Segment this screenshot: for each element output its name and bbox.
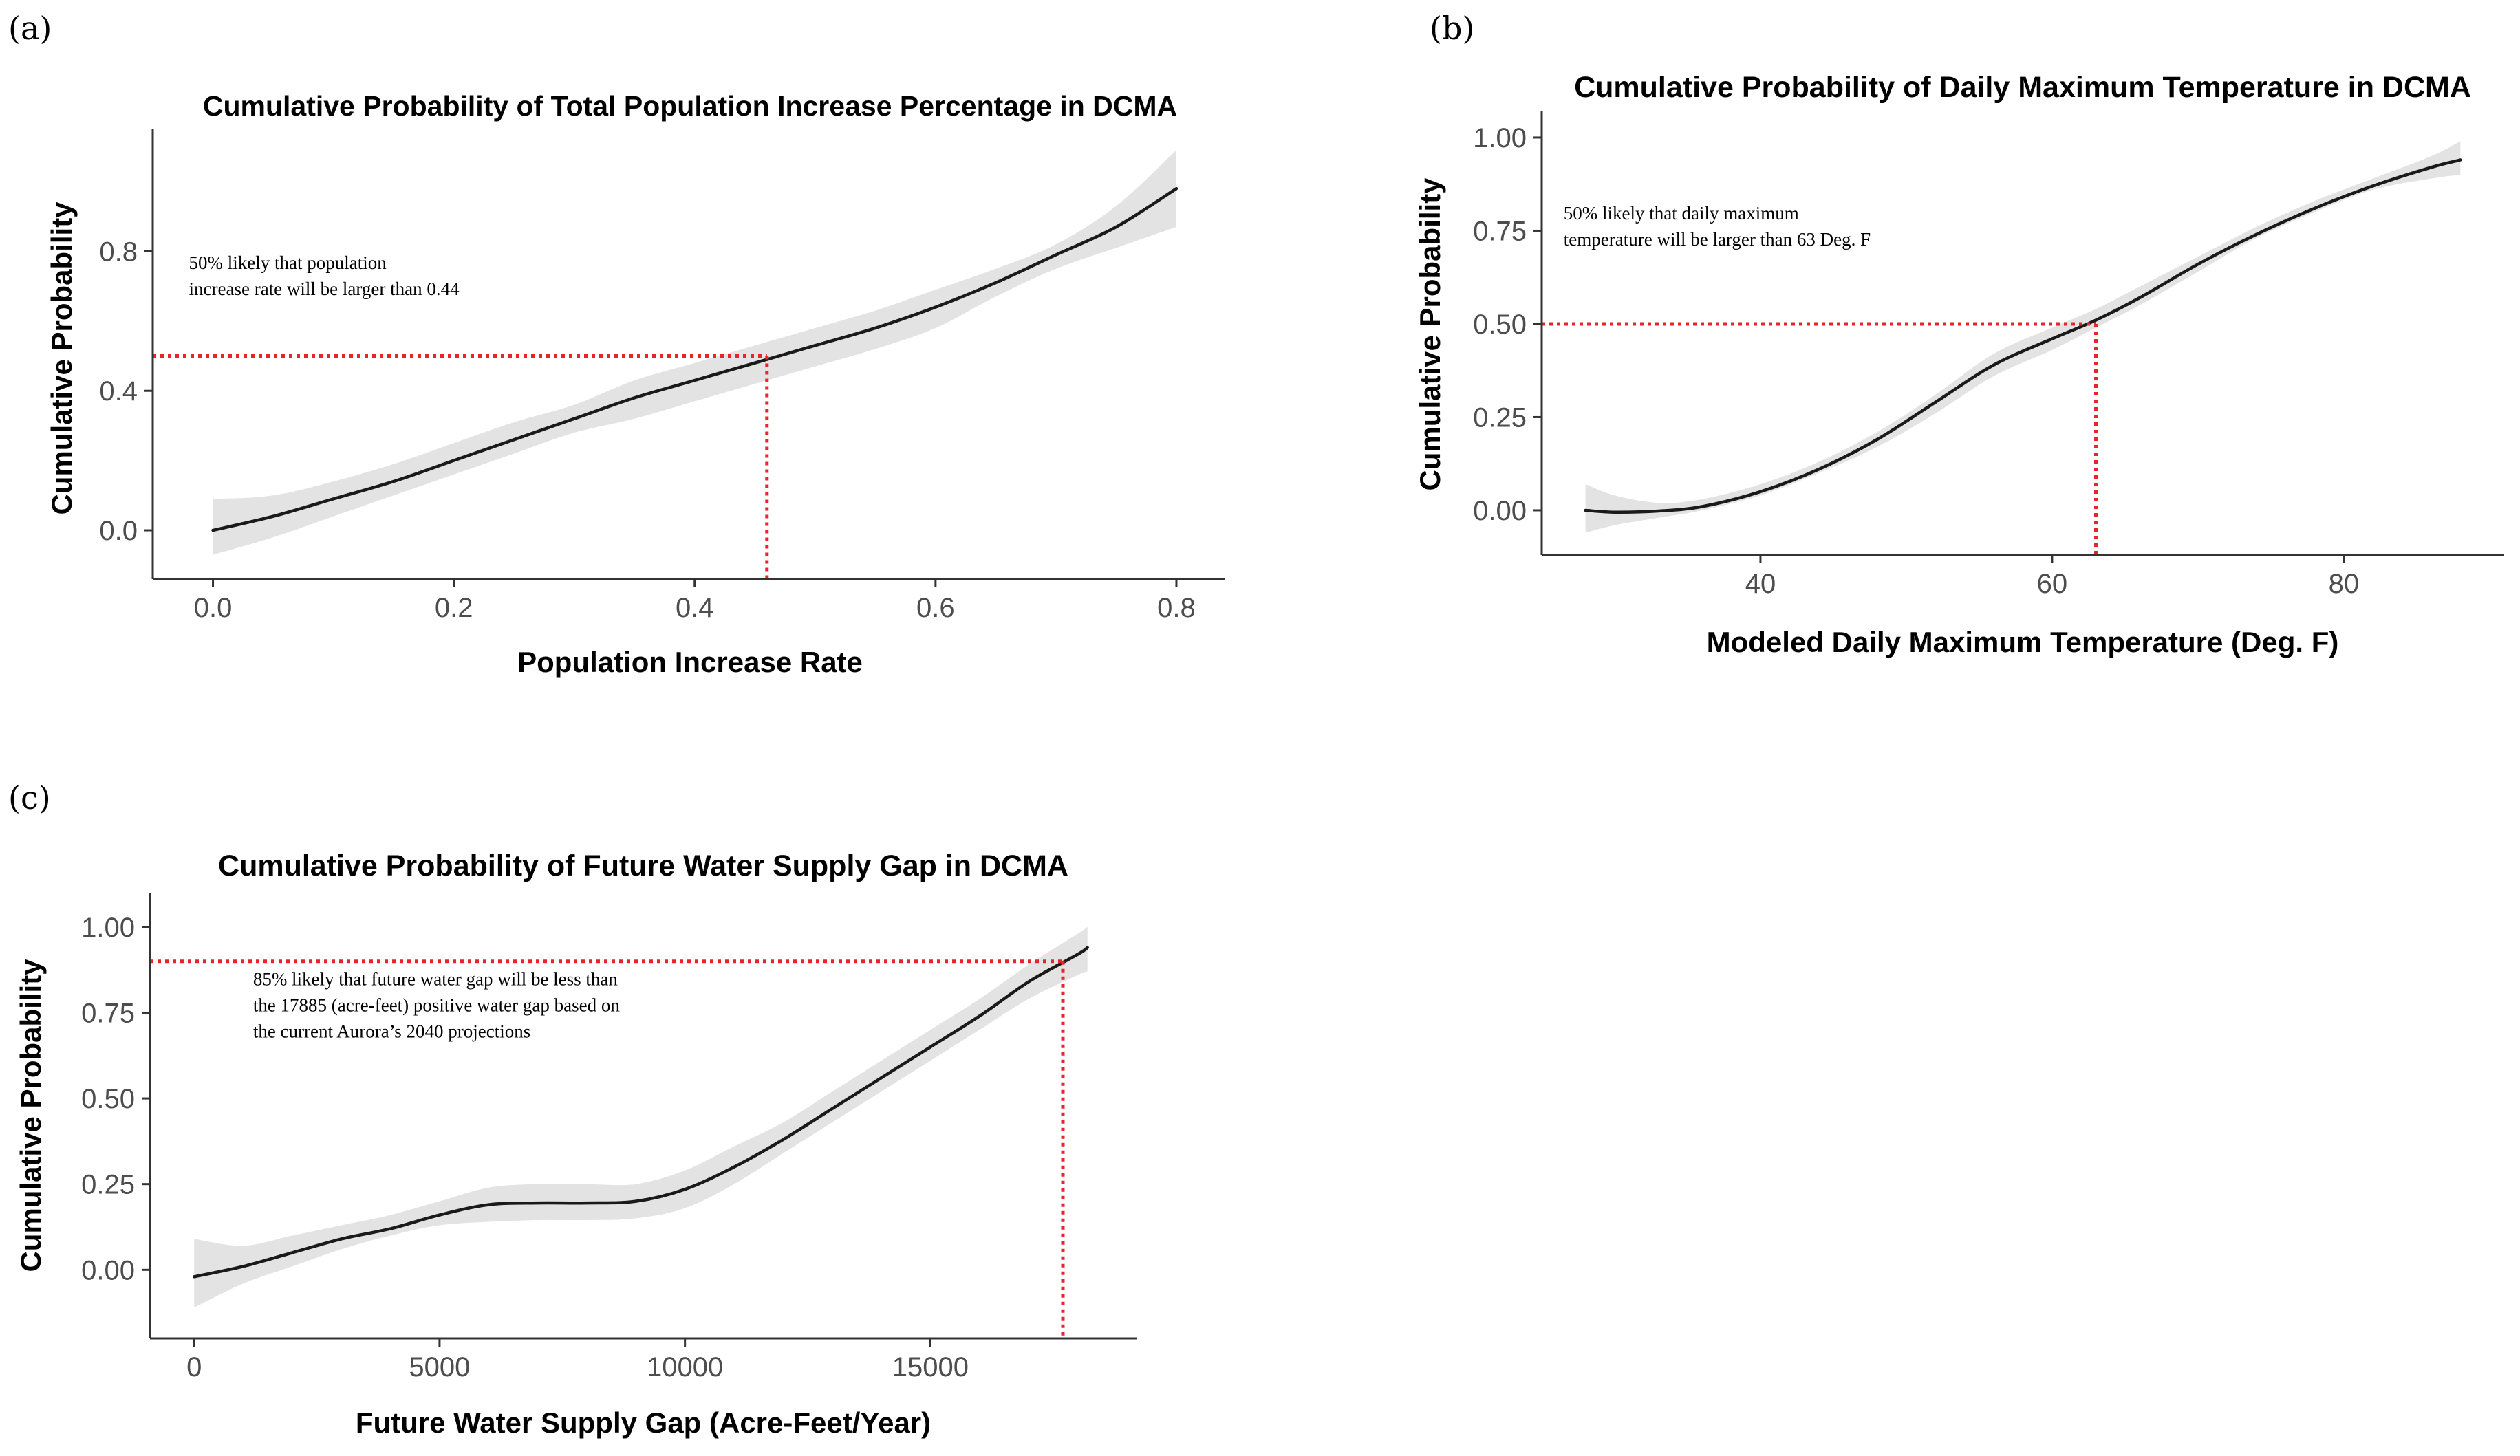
- panel-a-x-tick-label: 0.2: [435, 593, 473, 623]
- panel-c-annotation-line: 85% likely that future water gap will be…: [253, 969, 618, 990]
- panel-a-x-tick-label: 0.8: [1157, 593, 1196, 623]
- panel-a-y-tick-label: 0.8: [99, 237, 138, 267]
- panel-c-y-tick-label: 0.50: [81, 1084, 135, 1114]
- panel-c-x-tick-label: 10000: [647, 1352, 723, 1382]
- panel-c-annotation-line: the 17885 (acre-feet) positive water gap…: [253, 995, 621, 1016]
- panel-c-annotation-line: the current Aurora’s 2040 projections: [253, 1021, 530, 1042]
- panel-a-annotation-line: increase rate will be larger than 0.44: [189, 279, 460, 299]
- panel-b-plot: 40 60 80 0.00 0.25 0.50 0.75 1.00 50% likely tha…: [1473, 111, 2504, 599]
- panel-c-cumulative-curve: [192, 946, 1089, 1279]
- panel-a-y-tick-label: 0.0: [99, 516, 138, 546]
- panel-c-letter: (c): [8, 779, 51, 816]
- panel-b-ylabel: Cumulative Probability: [1414, 177, 1446, 491]
- panel-b-y-tick-label: 0.25: [1473, 402, 1527, 433]
- panel-c-plot: 0 5000 10000 15000 0.00 0.25 0.50 0.75 1.00 85% l…: [81, 893, 1137, 1382]
- panel-a-annotation: 50% likely that population increase rate …: [189, 252, 460, 299]
- panel-c-y-tick-label: 0.75: [81, 998, 135, 1028]
- panel-a-annotation-line: 50% likely that population: [189, 252, 387, 273]
- panel-a-confidence-band: [213, 150, 1176, 555]
- panel-a: (a) Cumulative Probability of Total Popu…: [8, 10, 1225, 678]
- panel-a-letter: (a): [8, 10, 52, 47]
- panel-c-y-tick-label: 0.25: [81, 1170, 135, 1200]
- panel-b-x-tick-label: 80: [2329, 569, 2360, 599]
- panel-a-title: Cumulative Probability of Total Populati…: [203, 90, 1177, 122]
- panel-b: (b) Cumulative Probability of Daily Maxi…: [1414, 10, 2504, 658]
- panel-b-y-tick-label: 0.00: [1473, 496, 1527, 526]
- panel-b-annotation: 50% likely that daily maximum temperature…: [1564, 203, 1871, 250]
- panel-b-letter: (b): [1430, 10, 1474, 47]
- panel-a-cumulative-curve: [211, 186, 1178, 532]
- panel-c: (c) Cumulative Probability of Future Wat…: [8, 779, 1137, 1439]
- panel-b-cumulative-curve: [1584, 158, 2462, 514]
- panel-c-annotation: 85% likely that future water gap will be…: [253, 969, 621, 1042]
- panel-b-y-tick-label: 0.75: [1473, 216, 1527, 246]
- panel-c-y-tick-label: 1.00: [81, 913, 135, 943]
- panel-b-annotation-line: 50% likely that daily maximum: [1564, 203, 1799, 224]
- panel-a-x-tick-label: 0.4: [676, 593, 714, 623]
- panel-c-confidence-band: [194, 926, 1088, 1308]
- panel-c-x-tick-label: 0: [186, 1352, 202, 1382]
- panel-a-x-tick-label: 0.6: [916, 593, 955, 623]
- panel-a-x-tick-label: 0.0: [194, 593, 233, 623]
- panel-a-plot: 0.0 0.2 0.4 0.6 0.8 0.0 0.4 0.8 50% likely that …: [99, 129, 1225, 623]
- panel-b-xlabel: Modeled Daily Maximum Temperature (Deg. …: [1707, 626, 2339, 658]
- panel-c-y-tick-label: 0.00: [81, 1255, 135, 1285]
- panel-b-y-tick-label: 1.00: [1473, 123, 1527, 153]
- panel-b-y-tick-label: 0.50: [1473, 309, 1527, 340]
- panel-a-y-tick-label: 0.4: [99, 376, 138, 406]
- panel-a-ylabel: Cumulative Probability: [45, 202, 78, 515]
- panel-b-title: Cumulative Probability of Daily Maximum …: [1574, 71, 2471, 104]
- panel-c-x-tick-label: 15000: [892, 1352, 969, 1382]
- panel-c-ylabel: Cumulative Probability: [14, 959, 47, 1272]
- panel-c-x-tick-label: 5000: [409, 1352, 470, 1382]
- panel-b-x-tick-label: 40: [1745, 569, 1776, 599]
- panel-b-x-tick-label: 60: [2037, 569, 2068, 599]
- panel-c-xlabel: Future Water Supply Gap (Acre-Feet/Year): [356, 1406, 931, 1439]
- panel-c-title: Cumulative Probability of Future Water S…: [218, 849, 1068, 882]
- panel-b-confidence-band: [1585, 141, 2461, 533]
- panel-b-annotation-line: temperature will be larger than 63 Deg. …: [1564, 229, 1871, 250]
- panel-a-xlabel: Population Increase Rate: [517, 646, 863, 678]
